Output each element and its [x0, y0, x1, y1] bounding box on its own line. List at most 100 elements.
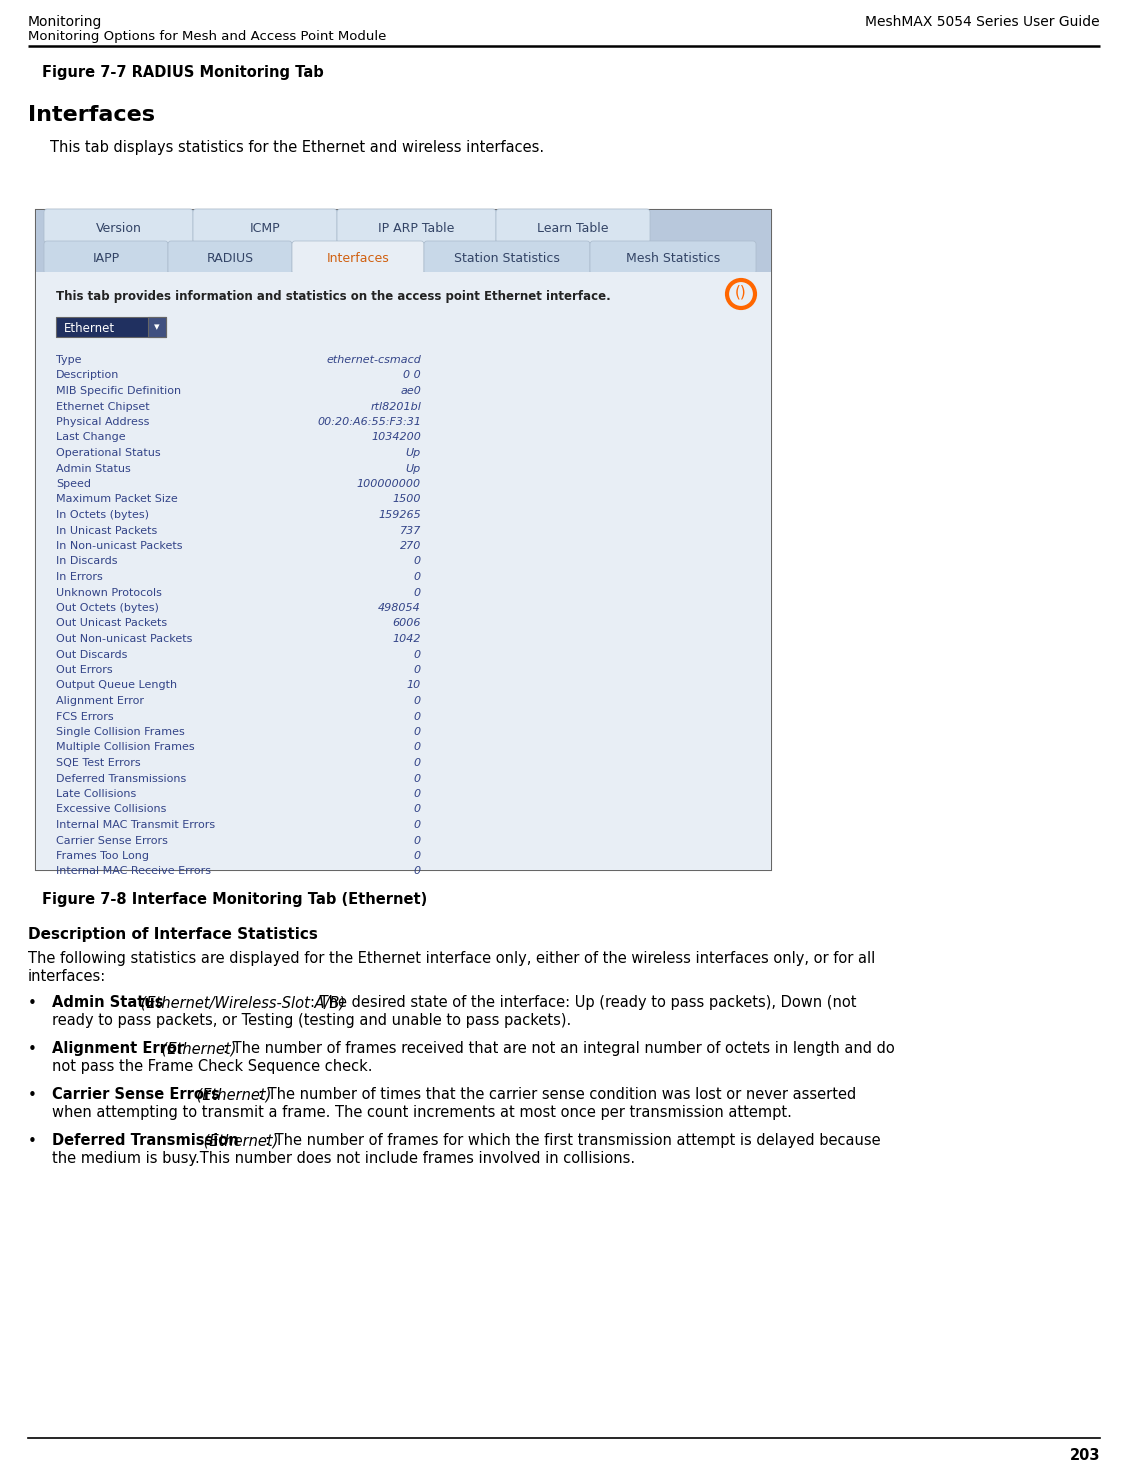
Text: Alignment Error: Alignment Error	[56, 696, 144, 706]
Text: 0: 0	[414, 788, 421, 799]
Text: ethernet-csmacd: ethernet-csmacd	[326, 355, 421, 366]
Text: RADIUS: RADIUS	[206, 252, 254, 266]
Text: (): ()	[735, 285, 747, 299]
Text: FCS Errors: FCS Errors	[56, 712, 114, 721]
Text: : The number of frames received that are not an integral number of octets in len: : The number of frames received that are…	[223, 1041, 895, 1055]
Text: 10: 10	[407, 681, 421, 690]
Text: 0: 0	[414, 804, 421, 815]
FancyBboxPatch shape	[337, 208, 496, 244]
Text: Admin Status: Admin Status	[52, 995, 163, 1010]
Text: Figure 7-8 Interface Monitoring Tab (Ethernet): Figure 7-8 Interface Monitoring Tab (Eth…	[42, 893, 427, 907]
Bar	[36, 210, 771, 242]
Text: Mesh Statistics: Mesh Statistics	[625, 252, 720, 266]
Text: not pass the Frame Check Sequence check.: not pass the Frame Check Sequence check.	[52, 1058, 373, 1075]
Text: 0: 0	[414, 851, 421, 862]
Text: Version: Version	[96, 223, 141, 235]
Text: Output Queue Length: Output Queue Length	[56, 681, 177, 690]
Text: 0: 0	[414, 712, 421, 721]
Text: MeshMAX 5054 Series User Guide: MeshMAX 5054 Series User Guide	[866, 15, 1100, 29]
Text: •: •	[28, 1088, 37, 1102]
FancyBboxPatch shape	[292, 241, 424, 275]
Text: IP ARP Table: IP ARP Table	[379, 223, 454, 235]
Text: 100000000: 100000000	[357, 479, 421, 489]
Text: Multiple Collision Frames: Multiple Collision Frames	[56, 743, 195, 753]
Text: The following statistics are displayed for the Ethernet interface only, either o: The following statistics are displayed f…	[28, 951, 876, 966]
Text: 737: 737	[400, 526, 421, 536]
Text: 0: 0	[414, 727, 421, 737]
Text: In Errors: In Errors	[56, 573, 103, 581]
Text: interfaces:: interfaces:	[28, 969, 106, 984]
Text: 0: 0	[414, 774, 421, 784]
Text: 159265: 159265	[379, 509, 421, 520]
Bar	[36, 210, 771, 871]
Text: 0: 0	[414, 866, 421, 876]
Text: Out Errors: Out Errors	[56, 665, 113, 675]
Text: Excessive Collisions: Excessive Collisions	[56, 804, 167, 815]
Text: 0: 0	[414, 821, 421, 829]
Text: : The desired state of the interface: Up (ready to pass packets), Down (not: : The desired state of the interface: Up…	[310, 995, 857, 1010]
Text: •: •	[28, 1133, 37, 1149]
Text: Internal MAC Receive Errors: Internal MAC Receive Errors	[56, 866, 211, 876]
Text: In Octets (bytes): In Octets (bytes)	[56, 509, 149, 520]
Bar	[148, 317, 166, 338]
Text: Admin Status: Admin Status	[56, 464, 131, 474]
Text: Learn Table: Learn Table	[538, 223, 609, 235]
Text: Maximum Packet Size: Maximum Packet Size	[56, 495, 178, 505]
Text: 00:20:A6:55:F3:31: 00:20:A6:55:F3:31	[317, 417, 421, 427]
Text: 0: 0	[414, 696, 421, 706]
Text: In Non-unicast Packets: In Non-unicast Packets	[56, 542, 183, 550]
Text: Type: Type	[56, 355, 81, 366]
Text: Speed: Speed	[56, 479, 91, 489]
Bar	[56, 317, 166, 338]
Text: Interfaces: Interfaces	[28, 106, 156, 125]
Text: 0 0: 0 0	[403, 370, 421, 380]
Text: Deferred Transmission: Deferred Transmission	[52, 1133, 239, 1148]
FancyBboxPatch shape	[193, 208, 337, 244]
Text: ICMP: ICMP	[250, 223, 281, 235]
Text: IAPP: IAPP	[92, 252, 119, 266]
Text: 270: 270	[400, 542, 421, 550]
Text: 0: 0	[414, 665, 421, 675]
Text: Last Change: Last Change	[56, 433, 125, 442]
Text: the medium is busy.This number does not include frames involved in collisions.: the medium is busy.This number does not …	[52, 1151, 636, 1166]
Text: Figure 7-7 RADIUS Monitoring Tab: Figure 7-7 RADIUS Monitoring Tab	[42, 65, 323, 79]
Text: Ethernet Chipset: Ethernet Chipset	[56, 402, 150, 411]
Text: Carrier Sense Errors: Carrier Sense Errors	[52, 1086, 220, 1102]
Text: Out Discards: Out Discards	[56, 649, 127, 659]
Text: This tab provides information and statistics on the access point Ethernet interf: This tab provides information and statis…	[56, 291, 611, 302]
Text: Up: Up	[406, 448, 421, 458]
FancyBboxPatch shape	[424, 241, 591, 275]
Text: 203: 203	[1070, 1447, 1100, 1464]
Text: Interfaces: Interfaces	[327, 252, 389, 266]
Text: 6006: 6006	[392, 618, 421, 628]
Text: Unknown Protocols: Unknown Protocols	[56, 587, 162, 597]
Text: Monitoring: Monitoring	[28, 15, 103, 29]
Text: Frames Too Long: Frames Too Long	[56, 851, 149, 862]
Text: Description of Interface Statistics: Description of Interface Statistics	[28, 926, 318, 942]
Text: 1500: 1500	[392, 495, 421, 505]
FancyBboxPatch shape	[591, 241, 756, 275]
Text: Deferred Transmissions: Deferred Transmissions	[56, 774, 186, 784]
Text: •: •	[28, 1042, 37, 1057]
Text: Out Non-unicast Packets: Out Non-unicast Packets	[56, 634, 193, 644]
Text: Physical Address: Physical Address	[56, 417, 150, 427]
FancyBboxPatch shape	[168, 241, 292, 275]
FancyBboxPatch shape	[44, 208, 193, 244]
Text: rtl8201bl: rtl8201bl	[370, 402, 421, 411]
Text: 498054: 498054	[379, 603, 421, 614]
Text: Monitoring Options for Mesh and Access Point Module: Monitoring Options for Mesh and Access P…	[28, 29, 387, 43]
Text: In Discards: In Discards	[56, 556, 117, 567]
Text: Ethernet: Ethernet	[64, 321, 115, 335]
Text: 0: 0	[414, 835, 421, 846]
Text: ready to pass packets, or Testing (testing and unable to pass packets).: ready to pass packets, or Testing (testi…	[52, 1013, 571, 1028]
Text: Late Collisions: Late Collisions	[56, 788, 136, 799]
Text: when attempting to transmit a frame. The count increments at most once per trans: when attempting to transmit a frame. The…	[52, 1105, 792, 1120]
Text: : The number of frames for which the first transmission attempt is delayed becau: : The number of frames for which the fir…	[265, 1133, 880, 1148]
Text: MIB Specific Definition: MIB Specific Definition	[56, 386, 181, 396]
Text: SQE Test Errors: SQE Test Errors	[56, 757, 141, 768]
Text: 0: 0	[414, 743, 421, 753]
Text: 1034200: 1034200	[371, 433, 421, 442]
Text: Internal MAC Transmit Errors: Internal MAC Transmit Errors	[56, 821, 215, 829]
Text: Alignment Error: Alignment Error	[52, 1041, 184, 1055]
Text: (Ethernet): (Ethernet)	[157, 1041, 237, 1055]
